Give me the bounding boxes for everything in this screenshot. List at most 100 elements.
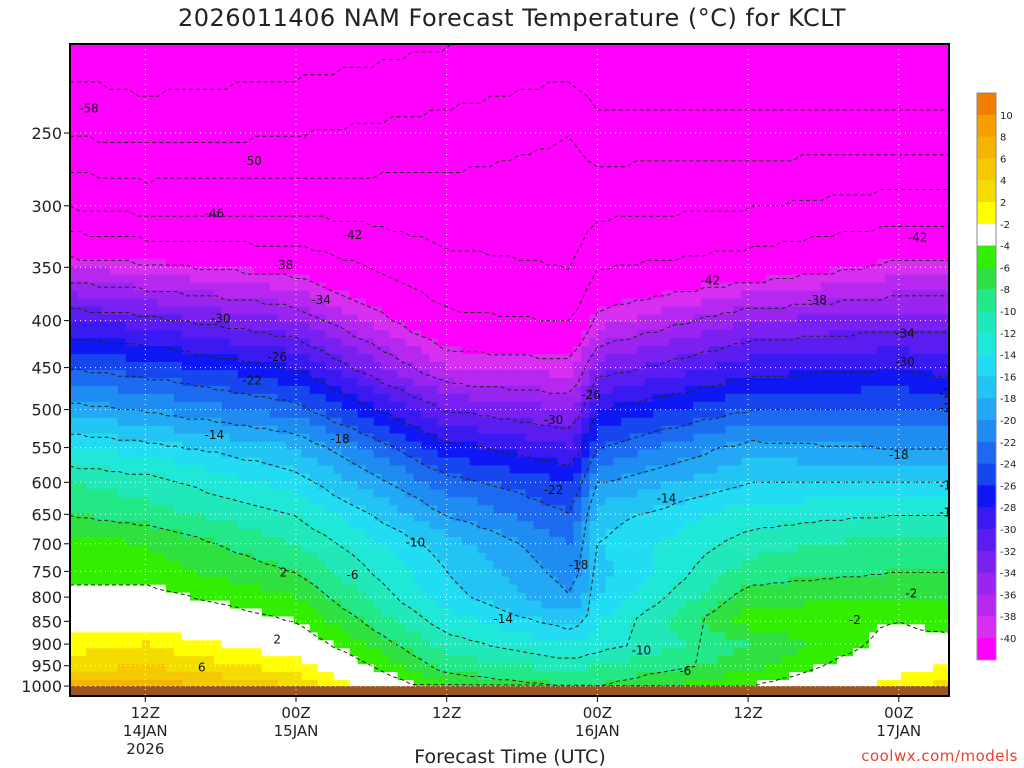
- heat-cell: [237, 330, 247, 339]
- heat-cell: [181, 67, 191, 77]
- heat-cell: [341, 560, 351, 570]
- heat-cell: [229, 354, 239, 363]
- heat-cell: [349, 155, 359, 164]
- heat-cell: [293, 354, 303, 363]
- heat-cell: [261, 640, 271, 649]
- heat-cell: [86, 258, 95, 268]
- heat-cell: [365, 155, 375, 164]
- heat-cell: [205, 537, 215, 546]
- heat-cell: [269, 433, 279, 443]
- heat-cell: [533, 218, 543, 228]
- heat-cell: [333, 457, 343, 467]
- heat-cell: [421, 354, 431, 363]
- heat-cell: [365, 234, 375, 244]
- heat-cell: [493, 211, 503, 220]
- heat-cell: [501, 242, 511, 252]
- heat-cell: [373, 385, 383, 395]
- heat-cell: [413, 282, 423, 292]
- heat-cell: [525, 274, 535, 284]
- heat-cell: [477, 123, 487, 133]
- heat-cell: [437, 91, 447, 101]
- heat-cell: [269, 544, 279, 554]
- heat-cell: [493, 107, 503, 117]
- heat-cell: [349, 433, 359, 443]
- heat-cell: [509, 314, 519, 323]
- heat-cell: [525, 131, 535, 141]
- heat-cell: [317, 67, 327, 77]
- heat-cell: [349, 218, 359, 228]
- heat-cell: [405, 52, 415, 61]
- heat-cell: [110, 409, 119, 419]
- heat-cell: [389, 489, 399, 498]
- heat-cell: [397, 513, 407, 522]
- heat-cell: [189, 298, 199, 307]
- heat-cell: [533, 91, 543, 101]
- heat-cell: [341, 600, 351, 610]
- heat-cell: [333, 568, 343, 578]
- heat-cell: [269, 250, 279, 260]
- heat-cell: [229, 91, 239, 101]
- heat-cell: [94, 242, 103, 252]
- heat-cell: [445, 672, 455, 681]
- heat-cell: [277, 147, 287, 156]
- heat-cell: [493, 584, 503, 594]
- heat-cell: [285, 656, 295, 665]
- heat-cell: [549, 608, 559, 618]
- heat-cell: [325, 370, 335, 379]
- heat-cell: [181, 537, 191, 546]
- heat-cell: [365, 195, 375, 204]
- heat-cell: [173, 576, 183, 586]
- heat-cell: [213, 378, 223, 387]
- heat-cell: [277, 346, 287, 355]
- heat-cell: [357, 560, 367, 570]
- heat-cell: [541, 401, 551, 411]
- heat-cell: [181, 378, 191, 387]
- heat-cell: [493, 52, 503, 61]
- heat-cell: [437, 537, 447, 546]
- heat-cell: [70, 656, 79, 665]
- heat-cell: [102, 187, 111, 196]
- heat-cell: [173, 640, 183, 649]
- heat-cell: [349, 83, 359, 93]
- heat-cell: [269, 155, 279, 164]
- heat-cell: [245, 624, 255, 633]
- heat-cell: [102, 481, 111, 490]
- heat-cell: [261, 306, 271, 315]
- heat-cell: [102, 592, 111, 602]
- heat-cell: [125, 648, 135, 657]
- heat-cell: [181, 59, 191, 69]
- heat-cell: [357, 52, 367, 61]
- heat-cell: [373, 187, 383, 196]
- heat-cell: [301, 338, 311, 347]
- heat-cell: [277, 250, 287, 260]
- heat-cell: [110, 489, 119, 498]
- heat-cell: [70, 370, 79, 379]
- heat-cell: [341, 449, 351, 459]
- heat-cell: [94, 513, 103, 522]
- heat-cell: [461, 409, 471, 419]
- heat-cell: [437, 354, 447, 363]
- heat-cell: [365, 322, 375, 331]
- heat-cell: [381, 155, 391, 164]
- heat-cell: [149, 298, 159, 307]
- heat-cell: [349, 266, 359, 276]
- heat-cell: [325, 242, 335, 252]
- heat-cell: [78, 203, 87, 212]
- heat-cell: [149, 290, 159, 300]
- heat-cell: [102, 425, 111, 435]
- heat-cell: [349, 123, 359, 133]
- heat-cell: [309, 179, 319, 188]
- heat-cell: [517, 314, 527, 323]
- heat-cell: [485, 155, 495, 164]
- heat-cell: [285, 672, 295, 681]
- heat-cell: [293, 560, 303, 570]
- heat-cell: [437, 314, 447, 323]
- heat-cell: [325, 560, 335, 570]
- heat-cell: [86, 378, 95, 387]
- heat-cell: [453, 656, 463, 665]
- heat-cell: [381, 139, 391, 148]
- heat-cell: [445, 417, 455, 427]
- heat-cell: [485, 505, 495, 514]
- heat-cell: [389, 425, 399, 435]
- heat-cell: [461, 306, 471, 315]
